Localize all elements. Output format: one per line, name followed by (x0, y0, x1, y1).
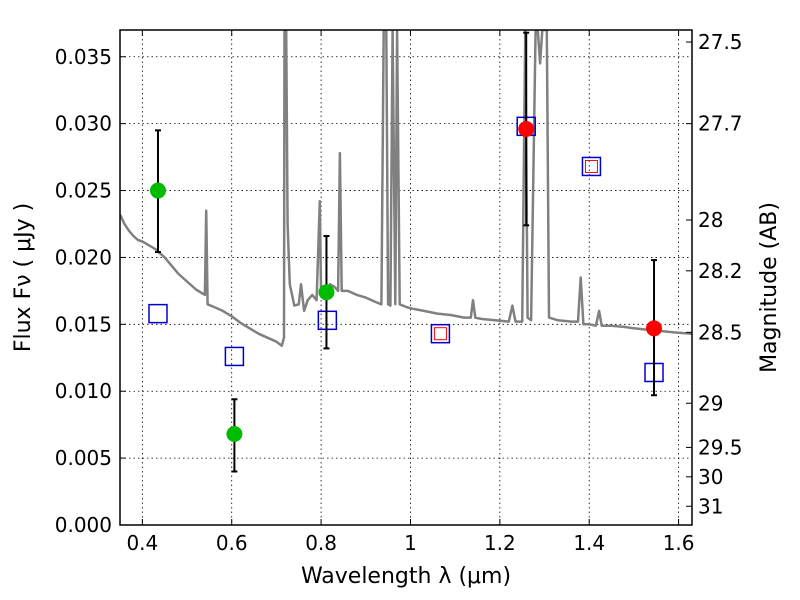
mag-tick-label: 28 (698, 208, 723, 232)
mag-tick-label: 29.5 (698, 435, 743, 459)
y-axis-label-right: Magnitude (AB) (757, 202, 782, 373)
x-tick-label: 0.6 (216, 531, 248, 555)
plot-frame (119, 29, 693, 526)
mag-tick-label: 27.7 (698, 112, 743, 136)
sed-spectrum-line (120, 30, 692, 347)
x-tick-label: 0.8 (305, 531, 337, 555)
x-axis-label: Wavelength λ (μm) (301, 564, 511, 589)
mag-tick-label: 30 (698, 465, 723, 489)
upper-limit-square-marker (584, 159, 598, 173)
y-axis-label-left: Flux Fν ( μJy ) (11, 203, 36, 352)
model-square-marker (430, 323, 451, 344)
mag-tick-label: 29 (698, 391, 723, 415)
ticks: 0.4 0.6 0.8 1 1.2 1.4 1.6 0.000 0.005 0.010 0.015 0… (55, 30, 743, 555)
y-tick-label: 0.010 (55, 379, 112, 403)
x-tick-label: 0.4 (126, 531, 158, 555)
model-square-marker (224, 346, 245, 367)
y-tick-label: 0.030 (55, 112, 112, 136)
y-tick-label: 0.025 (55, 179, 112, 203)
model-square-marker (148, 303, 168, 324)
model-square-marker (581, 156, 602, 177)
green-data-point (149, 182, 166, 199)
y-tick-label: 0.005 (55, 446, 112, 470)
y-axis-label-text: Flux Fν ( μJy ) (11, 203, 36, 352)
mag-tick-label: 31 (698, 494, 723, 518)
mag-tick-label: 28.2 (698, 259, 743, 283)
green-data-point (318, 284, 335, 301)
green-data-point (226, 426, 243, 443)
x-tick-label: 1 (404, 531, 417, 555)
mag-tick-label: 28.5 (698, 320, 743, 344)
series (120, 30, 692, 383)
y-tick-label: 0.000 (55, 513, 112, 537)
upper-limit-square-marker (433, 327, 447, 341)
mag-tick-label: 27.5 (698, 30, 743, 54)
x-tick-label: 1.4 (573, 531, 605, 555)
x-tick-label: 1.6 (663, 531, 695, 555)
x-tick-label: 1.2 (484, 531, 516, 555)
grid (120, 30, 692, 526)
y-tick-label: 0.035 (55, 45, 112, 69)
red-data-point (646, 320, 663, 337)
y-tick-label: 0.020 (55, 245, 112, 269)
error-bars (149, 31, 663, 473)
y-tick-label: 0.015 (55, 312, 112, 336)
red-data-point (518, 121, 535, 137)
